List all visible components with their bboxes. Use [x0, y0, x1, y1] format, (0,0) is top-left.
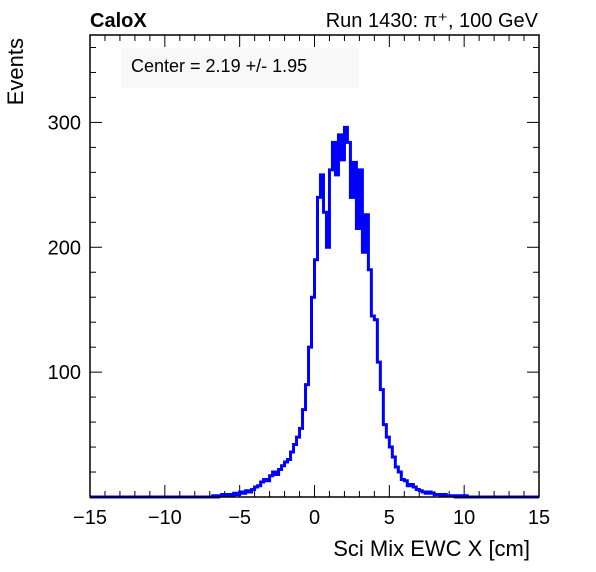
y-axis-title: Events — [3, 38, 28, 105]
y-axis-ticks — [90, 46, 539, 473]
run-info-label: Run 1430: π⁺, 100 GeV — [326, 10, 539, 32]
histogram-series-line — [90, 125, 539, 499]
y-tick-label: 200 — [48, 237, 81, 259]
center-annotation: Center = 2.19 +/- 1.95 — [131, 56, 307, 76]
y-tick-labels: 100 200 300 — [48, 112, 81, 384]
x-axis-title: Sci Mix EWC X [cm] — [333, 536, 530, 561]
x-tick-label: −15 — [73, 507, 107, 529]
x-tick-label: 0 — [309, 507, 320, 529]
experiment-label: CaloX — [90, 10, 147, 32]
x-tick-label: 10 — [453, 507, 475, 529]
annotation-box — [121, 48, 359, 88]
y-tick-label: 300 — [48, 112, 81, 134]
x-tick-labels: −15 −10 −5 0 5 10 15 — [73, 507, 550, 529]
x-tick-label: 5 — [384, 507, 395, 529]
x-tick-label: 15 — [528, 507, 550, 529]
x-tick-label: −10 — [148, 507, 182, 529]
plot-frame — [89, 34, 540, 498]
x-tick-label: −5 — [228, 507, 251, 529]
y-tick-label: 100 — [48, 362, 81, 384]
